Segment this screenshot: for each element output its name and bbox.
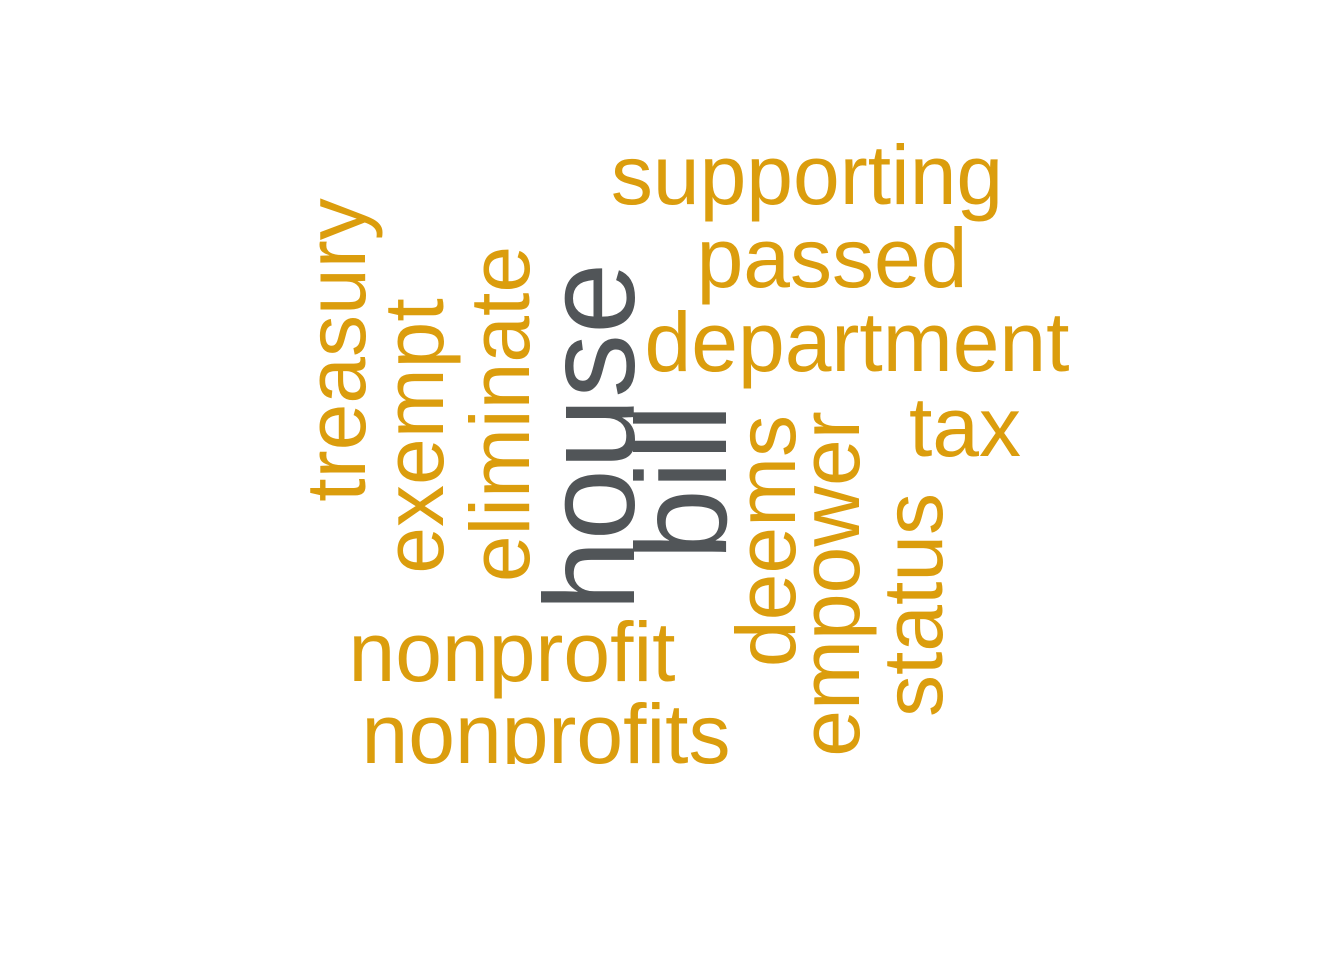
word-empower: empower: [783, 411, 877, 757]
word-status: status: [866, 492, 960, 718]
word-treasury: treasury: [289, 198, 383, 502]
word-nonprofit: nonprofit: [348, 605, 676, 699]
word-department: department: [644, 295, 1070, 389]
word-supporting: supporting: [610, 128, 1004, 222]
word-exempt: exempt: [367, 298, 461, 574]
word-nonprofits: nonprofits: [361, 687, 731, 764]
word-passed: passed: [696, 211, 968, 305]
word-tax: tax: [908, 380, 1022, 474]
word-cloud-canvas: supporting passed department tax treasur…: [289, 128, 1070, 764]
